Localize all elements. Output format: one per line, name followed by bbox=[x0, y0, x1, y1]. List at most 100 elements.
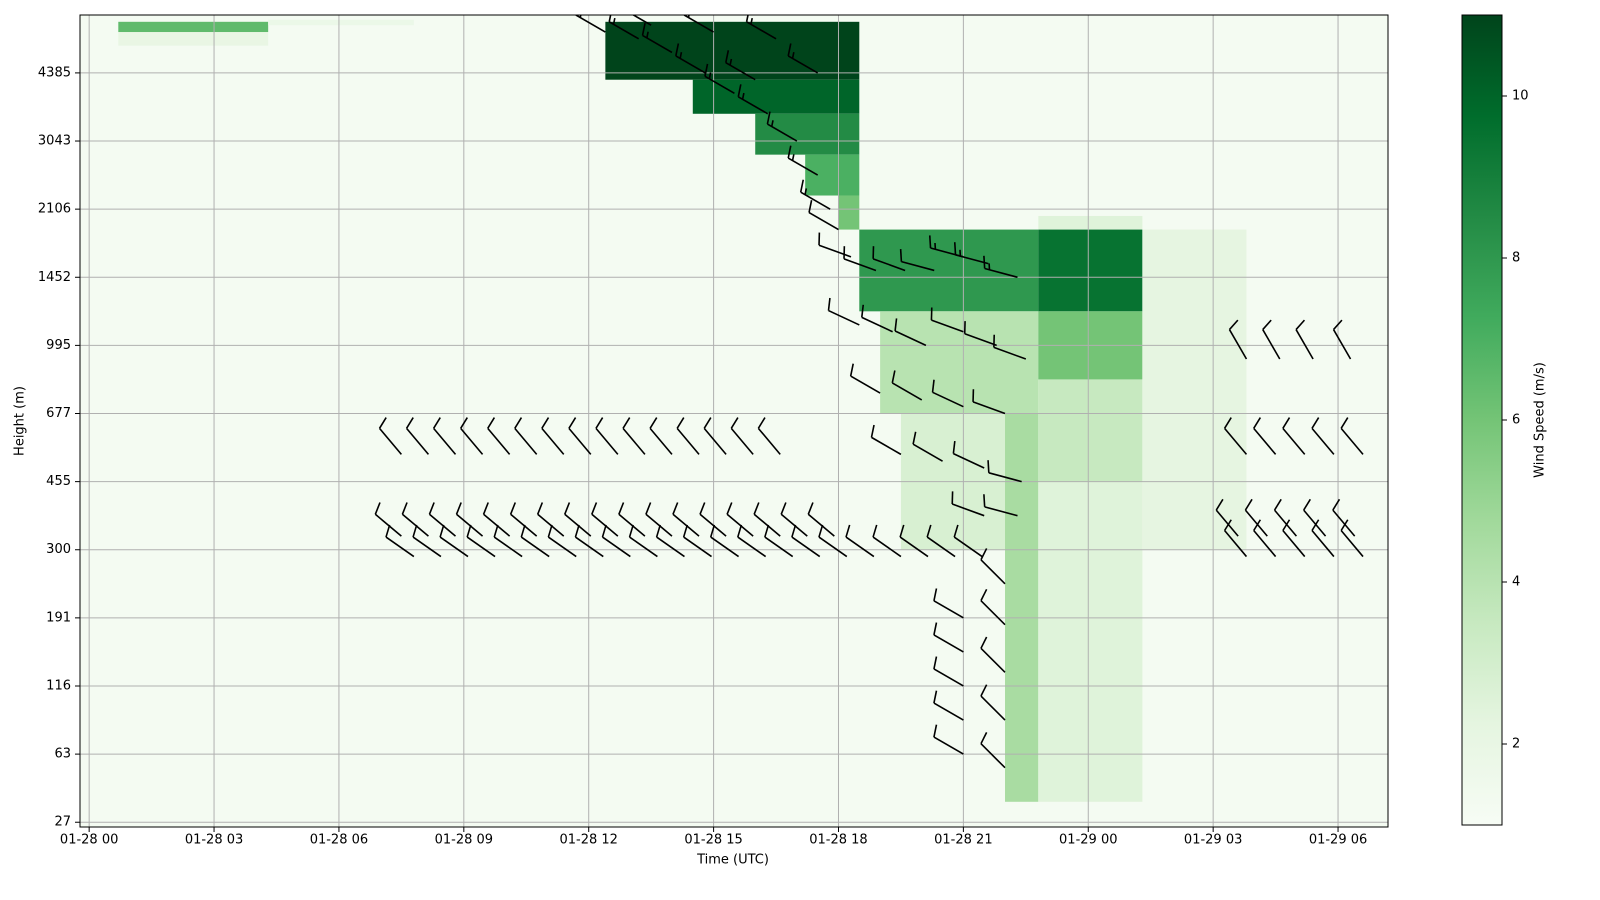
wind-barb bbox=[952, 440, 985, 469]
wind-barb bbox=[1340, 417, 1364, 455]
x-tick-label: 01-28 09 bbox=[435, 833, 493, 848]
wind-barb bbox=[933, 656, 964, 687]
wind-barb bbox=[987, 460, 1022, 483]
wind-barb bbox=[799, 179, 831, 210]
heatmap-cell bbox=[1038, 229, 1143, 312]
wind-barb bbox=[1311, 417, 1335, 455]
wind-barb bbox=[1228, 319, 1248, 360]
wind-barb bbox=[645, 502, 673, 537]
wind-barb bbox=[428, 502, 457, 537]
wind-barb bbox=[787, 43, 819, 74]
wind-barb bbox=[601, 524, 631, 558]
wind-barb bbox=[1332, 498, 1356, 537]
wind-barb bbox=[432, 417, 457, 455]
heatmap-cell bbox=[1038, 215, 1143, 230]
wind-barb bbox=[933, 622, 964, 653]
wind-barb bbox=[1253, 519, 1277, 558]
colorbar-tick-label: 6 bbox=[1512, 413, 1520, 428]
wind-barb bbox=[737, 524, 767, 558]
wind-barb bbox=[983, 494, 1018, 517]
wind-barb bbox=[412, 524, 442, 558]
y-tick-label: 1452 bbox=[38, 270, 71, 285]
wind-barb bbox=[931, 379, 964, 408]
heatmap-cell bbox=[268, 19, 414, 26]
wind-barb bbox=[933, 588, 964, 619]
wind-barb bbox=[487, 417, 511, 455]
wind-barb bbox=[1282, 519, 1306, 558]
y-axis-label: Height (m) bbox=[13, 386, 28, 456]
wind-barb bbox=[1295, 319, 1314, 360]
heatmap-cell bbox=[692, 79, 860, 114]
heatmap-cell bbox=[805, 154, 860, 196]
colorbar-label: Wind Speed (m/s) bbox=[1533, 362, 1548, 478]
heatmap-cell bbox=[1142, 229, 1247, 550]
wind-barb bbox=[951, 491, 985, 517]
x-tick-label: 01-28 18 bbox=[809, 833, 867, 848]
wind-barb bbox=[1223, 519, 1248, 558]
wind-barb bbox=[787, 145, 819, 176]
colorbar-tick-label: 4 bbox=[1512, 575, 1520, 590]
colorbar-tick-label: 8 bbox=[1512, 251, 1520, 266]
wind-barb bbox=[641, 22, 673, 54]
wind-barb bbox=[466, 524, 496, 558]
wind-barb bbox=[953, 524, 983, 558]
wind-barb bbox=[493, 524, 523, 558]
x-tick-label: 01-28 03 bbox=[185, 833, 243, 848]
x-tick-label: 01-28 12 bbox=[559, 833, 617, 848]
wind-barb bbox=[745, 15, 777, 40]
wind-barb bbox=[983, 255, 1018, 279]
wind-barb bbox=[509, 502, 538, 537]
wind-barb bbox=[818, 232, 852, 258]
wind-barb bbox=[933, 690, 964, 721]
x-tick-label: 01-28 21 bbox=[934, 833, 992, 848]
y-tick-label: 455 bbox=[46, 474, 71, 489]
heatmap-cell bbox=[118, 21, 269, 33]
wind-barb bbox=[872, 524, 902, 558]
wind-barb bbox=[894, 318, 927, 347]
wind-barb bbox=[872, 246, 906, 272]
wind-barb bbox=[564, 502, 592, 537]
y-tick-label: 2106 bbox=[38, 202, 71, 217]
x-axis-label: Time (UTC) bbox=[696, 853, 769, 868]
wind-barb bbox=[514, 417, 538, 455]
y-tick-label: 4385 bbox=[38, 65, 71, 80]
wind-barb bbox=[891, 370, 923, 401]
wind-barb bbox=[622, 417, 646, 455]
colorbar-tick-label: 2 bbox=[1512, 737, 1520, 752]
colorbar bbox=[1461, 14, 1503, 826]
heatmap-cell bbox=[605, 21, 860, 80]
wind-barb bbox=[649, 417, 673, 455]
wind-barb bbox=[737, 84, 769, 115]
wind-barb bbox=[675, 43, 706, 74]
wind-barb bbox=[912, 431, 943, 462]
wind-barb bbox=[1311, 519, 1335, 558]
x-tick-label: 01-29 03 bbox=[1184, 833, 1242, 848]
wind-barb bbox=[618, 502, 646, 537]
wind-barb bbox=[574, 524, 604, 558]
x-tick-label: 01-28 06 bbox=[310, 833, 368, 848]
x-tick-label: 01-29 00 bbox=[1059, 833, 1117, 848]
wind-barbs bbox=[374, 15, 1364, 769]
wind-barb bbox=[709, 524, 740, 558]
wind-barb bbox=[1215, 498, 1239, 537]
wind-barb bbox=[791, 524, 821, 558]
heatmap-cell bbox=[1038, 481, 1143, 802]
wind-barb bbox=[980, 636, 1006, 673]
colorbar-tick-label: 10 bbox=[1512, 89, 1529, 104]
plot-frame bbox=[79, 14, 1389, 828]
wind-barb bbox=[980, 548, 1006, 585]
wind-barb bbox=[845, 524, 875, 558]
wind-barb bbox=[1244, 498, 1268, 537]
wind-barb bbox=[704, 63, 735, 95]
wind-barb bbox=[536, 502, 565, 537]
wind-barb bbox=[849, 363, 881, 394]
wind-barb bbox=[1273, 498, 1298, 537]
wind-barb bbox=[926, 524, 956, 558]
wind-barb bbox=[972, 389, 1006, 415]
wind-barb bbox=[1303, 498, 1327, 537]
wind-barb bbox=[730, 417, 754, 455]
x-tick-label: 01-28 00 bbox=[60, 833, 118, 848]
wind-barb bbox=[374, 502, 402, 537]
wind-barb bbox=[378, 417, 402, 455]
